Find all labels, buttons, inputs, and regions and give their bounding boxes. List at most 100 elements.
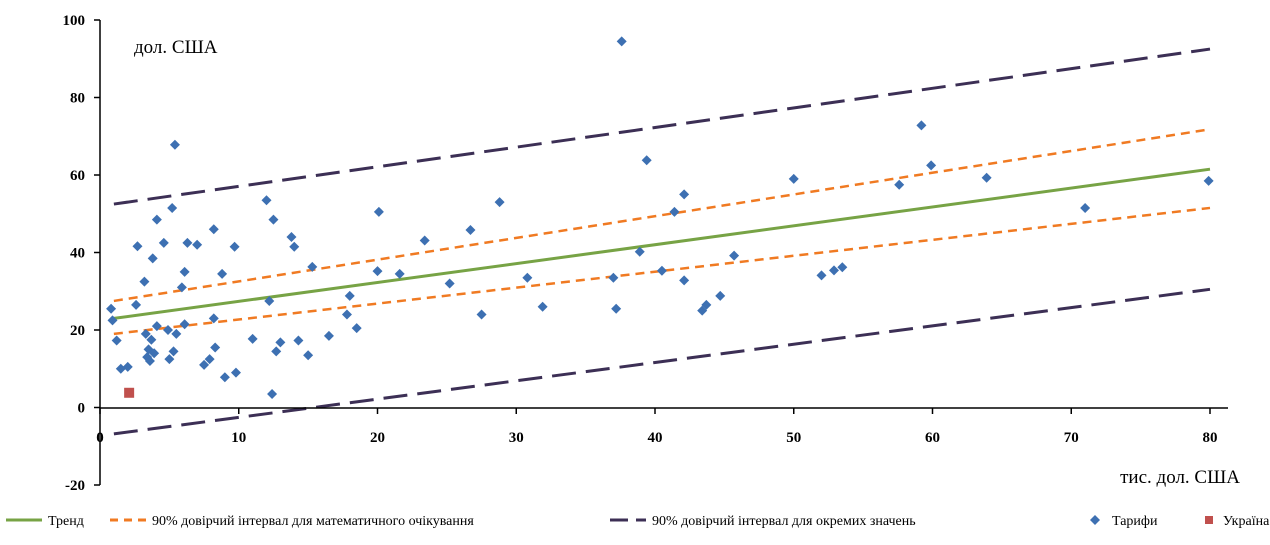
data-point [679, 275, 690, 286]
data-point [537, 301, 548, 312]
data-point [164, 354, 175, 365]
data-point [656, 265, 667, 276]
data-point [182, 237, 193, 248]
data-point [199, 359, 210, 370]
data-point [122, 361, 133, 372]
data-point [634, 246, 645, 257]
data-point [264, 295, 275, 306]
y-axis-unit-label: дол. США [134, 37, 218, 58]
plot-area [106, 36, 1214, 436]
data-point [289, 241, 300, 252]
data-point [351, 323, 362, 334]
data-point [167, 202, 178, 213]
line-4 [113, 287, 1211, 436]
data-point [641, 155, 652, 166]
data-point [144, 356, 155, 366]
data-point [286, 232, 297, 242]
y-tick-label: -20 [65, 478, 85, 494]
data-point [465, 225, 476, 236]
data-point [208, 224, 219, 235]
data-point [981, 172, 992, 183]
data-point [179, 319, 190, 330]
data-point [323, 330, 334, 341]
line-3 [113, 47, 1211, 206]
data-point [247, 333, 258, 344]
tick-labels: 0 10 20 30 40 50 60 70 80 -20 0 20 40 60 80 100 [63, 13, 1218, 494]
data-point [669, 206, 680, 217]
data-point [926, 160, 937, 171]
data-point [208, 313, 219, 324]
data-point [372, 266, 383, 277]
x-tick-label: 60 [925, 430, 940, 446]
legend-label: 90% довірчий інтервал для окремих значен… [652, 514, 916, 529]
data-point [204, 354, 215, 365]
y-tick-label: 0 [78, 401, 86, 417]
x-tick-label: 30 [509, 430, 524, 446]
data-point [210, 342, 221, 353]
y-tick-label: 80 [70, 91, 85, 107]
data-point [419, 235, 430, 246]
data-point [522, 272, 533, 283]
data-point [837, 262, 848, 273]
data-point [1203, 175, 1214, 186]
data-point [373, 206, 384, 217]
line-0 [113, 167, 1211, 320]
data-point [303, 350, 314, 361]
data-point [217, 268, 228, 279]
data-point [139, 276, 150, 287]
legend-swatch [1090, 515, 1100, 525]
data-point [176, 282, 187, 293]
data-point [816, 270, 827, 281]
x-tick-label: 0 [96, 430, 104, 446]
data-point [828, 265, 839, 276]
x-tick-label: 10 [231, 430, 246, 446]
data-point [788, 173, 799, 184]
data-point [146, 334, 157, 345]
data-point [162, 325, 173, 335]
data-point [171, 328, 182, 339]
data-point [608, 272, 619, 283]
data-point [394, 268, 405, 279]
data-point [151, 214, 162, 225]
x-tick-label: 80 [1203, 430, 1218, 446]
legend-swatch [1205, 516, 1213, 524]
data-point [1080, 202, 1091, 213]
data-point [261, 195, 272, 206]
data-point [293, 335, 304, 346]
data-point [611, 303, 622, 314]
data-point [701, 299, 712, 310]
x-tick-label: 50 [786, 430, 801, 446]
x-tick-label: 40 [648, 430, 663, 446]
y-tick-label: 20 [70, 323, 85, 339]
legend-label: Тарифи [1112, 514, 1158, 529]
data-point [179, 266, 190, 277]
data-point [219, 372, 230, 383]
legend-label: 90% довірчий інтервал для математичного … [152, 514, 474, 529]
data-point [616, 36, 627, 47]
line-2 [113, 206, 1211, 336]
data-point [192, 239, 203, 250]
data-point [267, 388, 278, 399]
data-point [131, 299, 142, 310]
data-point [494, 197, 505, 208]
legend-label: Україна [1223, 514, 1270, 529]
data-point [307, 261, 318, 272]
data-point [111, 335, 122, 346]
data-point [679, 189, 690, 200]
x-axis-unit-label: тис. дол. США [1120, 467, 1240, 488]
data-point [106, 303, 117, 314]
data-point [729, 250, 740, 261]
data-point [229, 241, 240, 252]
data-point [230, 367, 241, 378]
y-tick-label: 60 [70, 168, 85, 184]
data-point [916, 120, 927, 131]
data-point [158, 237, 169, 248]
data-point [268, 214, 279, 225]
data-point-ukraine [124, 387, 135, 398]
data-point [147, 253, 158, 264]
data-point [894, 179, 905, 190]
data-point [168, 346, 179, 357]
data-point [149, 348, 160, 359]
x-tick-label: 20 [370, 430, 385, 446]
